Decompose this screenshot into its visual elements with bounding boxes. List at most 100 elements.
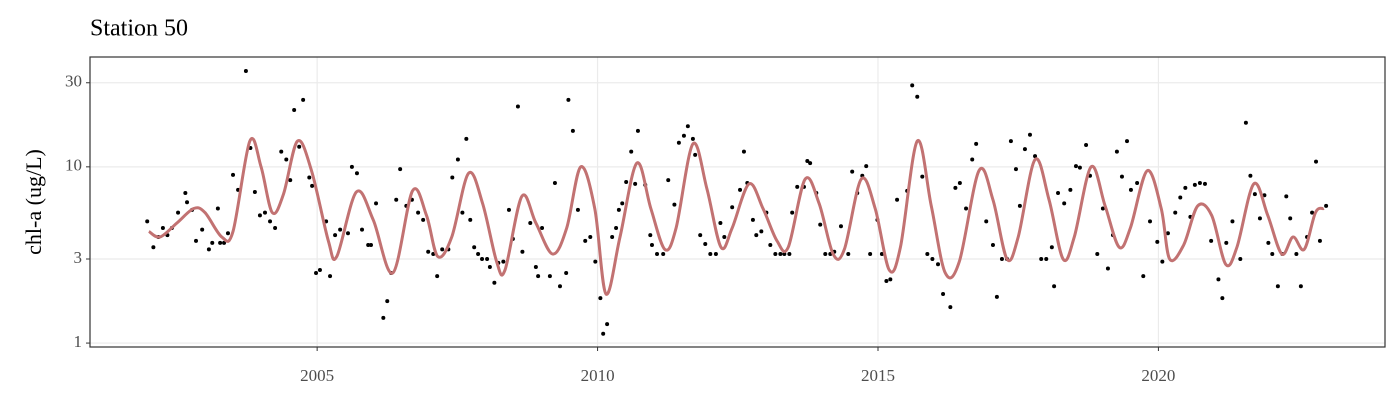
data-point (1317, 238, 1322, 243)
data-point (1100, 206, 1105, 211)
data-point (759, 229, 764, 234)
data-point (787, 252, 792, 257)
data-point (385, 299, 390, 304)
data-point (1224, 240, 1229, 245)
data-point (515, 104, 520, 109)
data-point (366, 243, 371, 248)
data-point (730, 205, 735, 210)
data-point (533, 265, 538, 270)
data-point (633, 181, 638, 186)
data-point (328, 274, 333, 279)
smooth-line (148, 137, 1325, 296)
data-point (672, 202, 677, 207)
data-point (936, 262, 941, 267)
data-point (506, 207, 511, 212)
data-point (426, 249, 431, 254)
data-point (268, 219, 273, 224)
data-point (1155, 239, 1160, 244)
y-tick-label: 30 (65, 72, 82, 91)
data-point (915, 94, 920, 99)
data-point (338, 227, 343, 232)
data-point (200, 227, 205, 232)
data-point (846, 252, 851, 257)
data-point (1192, 182, 1197, 187)
data-point (1008, 139, 1013, 144)
data-point (394, 197, 399, 202)
data-point (601, 331, 606, 336)
data-point (808, 161, 813, 166)
data-point (460, 210, 465, 215)
data-point (566, 97, 571, 102)
data-point (790, 210, 795, 215)
data-point (629, 149, 634, 154)
data-point (635, 128, 640, 133)
data-point (257, 213, 262, 218)
data-point (823, 252, 828, 257)
data-point (598, 296, 603, 301)
data-point (183, 191, 188, 196)
data-point (292, 108, 297, 113)
data-point (738, 187, 743, 192)
data-point (655, 252, 660, 257)
data-point (1310, 210, 1315, 215)
data-point (455, 157, 460, 162)
chart-title: Station 50 (90, 16, 188, 42)
data-point (345, 231, 350, 236)
data-point (284, 157, 289, 162)
data-point (1073, 164, 1078, 169)
data-point (1039, 256, 1044, 261)
data-point (676, 140, 681, 145)
data-point (593, 259, 598, 264)
data-point (850, 169, 855, 174)
data-point (964, 206, 969, 211)
data-point (666, 178, 671, 183)
data-point (990, 243, 995, 248)
data-point (472, 245, 477, 250)
data-point (354, 171, 359, 176)
data-point (1183, 185, 1188, 190)
data-point (360, 227, 365, 232)
plot-area (90, 57, 1385, 347)
data-point (547, 274, 552, 279)
data-point (1270, 252, 1275, 257)
data-point (1056, 191, 1061, 196)
data-point (778, 252, 783, 257)
data-point (782, 252, 787, 257)
data-point (698, 233, 703, 238)
data-point (718, 221, 723, 226)
data-point (925, 252, 930, 257)
data-point (1252, 192, 1257, 197)
data-point (243, 68, 248, 73)
data-point (703, 241, 708, 246)
data-point (994, 294, 999, 299)
data-point (1230, 219, 1235, 224)
data-point (661, 252, 666, 257)
data-point (218, 240, 223, 245)
data-point (1125, 139, 1130, 144)
data-point (145, 219, 150, 224)
data-point (713, 252, 718, 257)
data-point (279, 149, 284, 154)
data-point (895, 197, 900, 202)
data-point (301, 97, 306, 102)
data-point (957, 180, 962, 185)
data-point (999, 256, 1004, 261)
data-point (795, 184, 800, 189)
data-point (1288, 216, 1293, 221)
data-point (864, 164, 869, 169)
data-point (1284, 194, 1289, 199)
data-point (930, 256, 935, 261)
data-point (231, 172, 236, 177)
data-point (1095, 252, 1100, 257)
data-point (941, 291, 946, 296)
data-point (317, 267, 322, 272)
data-point (588, 234, 593, 239)
data-point (610, 234, 615, 239)
data-point (381, 315, 386, 320)
data-point (1294, 252, 1299, 257)
data-point (1324, 203, 1329, 208)
data-point (1135, 180, 1140, 185)
data-point (431, 252, 436, 257)
data-point (485, 256, 490, 261)
data-point (176, 210, 181, 215)
